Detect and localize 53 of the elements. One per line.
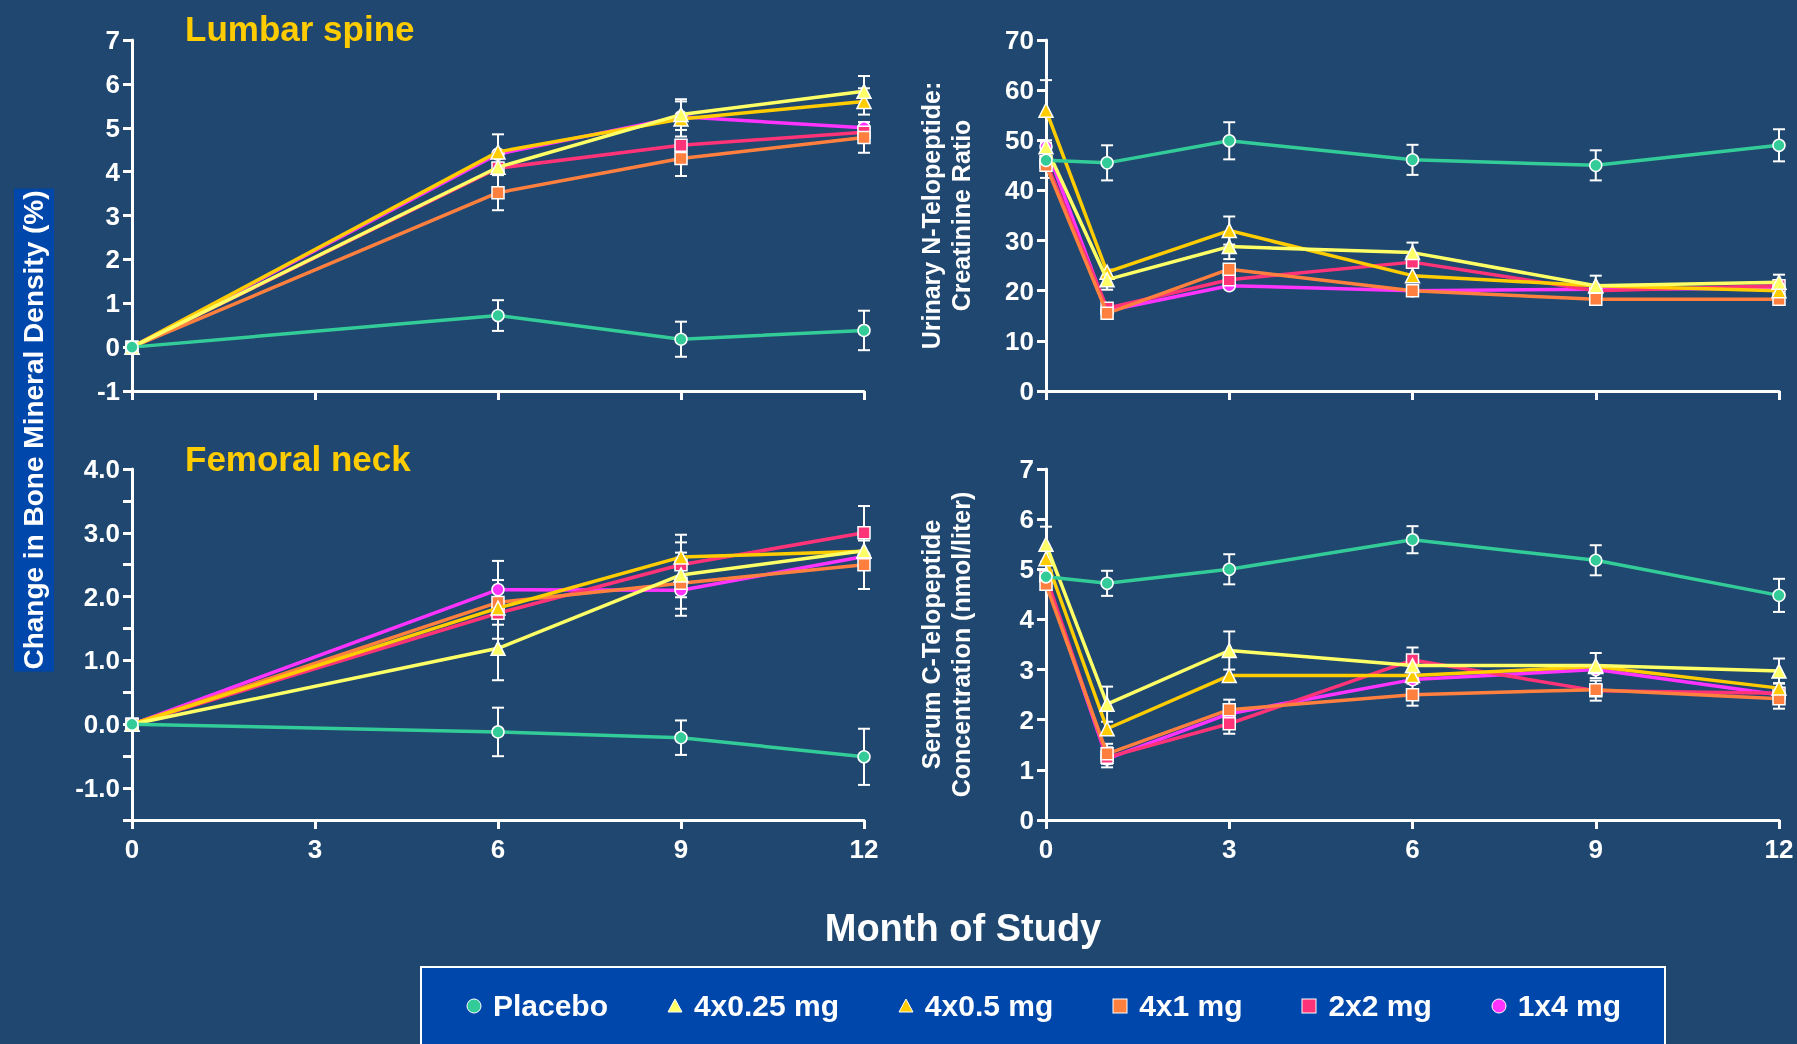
y-tick-label: 3.0 — [83, 517, 120, 548]
y-tick-label: -1 — [96, 376, 120, 406]
y-tick-label: 50 — [1005, 125, 1034, 156]
y-tick-label: 4.0 — [83, 454, 120, 484]
y-tick-label: 1.0 — [83, 645, 120, 676]
y-tick-label: 2 — [105, 244, 120, 275]
x-tick-label: 9 — [673, 834, 689, 864]
y-axis-title: Serum C-Telopeptide Concentration (nmol/liter) — [917, 491, 975, 798]
y-tick-label: 5 — [105, 112, 120, 143]
y-tick-label: 0 — [105, 332, 120, 363]
legend-label: 4x0.5 mg — [924, 989, 1054, 1023]
y-tick-label: 30 — [1005, 225, 1034, 256]
y-tick-label: 2.0 — [83, 581, 120, 612]
x-tick-label: 3 — [1222, 834, 1237, 864]
x-tick-label: 0 — [1038, 834, 1054, 864]
legend-label: 4x1 mg — [1139, 989, 1243, 1023]
y-tick-label: 70 — [1005, 25, 1034, 55]
x-tick-label: 6 — [1405, 834, 1420, 864]
y-tick-label: 7 — [1019, 454, 1034, 484]
y-axis-title: Urinary N-Telopeptide: Creatinine Ratio — [917, 81, 975, 350]
x-tick-label: 12 — [849, 834, 879, 864]
legend-label: Placebo — [492, 989, 608, 1023]
y-tick-label: 6 — [1019, 504, 1034, 535]
y-tick-label: 1 — [105, 288, 120, 319]
y-tick-label: 4 — [1019, 604, 1035, 635]
x-tick-label: 0 — [124, 834, 140, 864]
legend-label: 1x4 mg — [1517, 989, 1622, 1023]
y-tick-label: 4 — [105, 156, 121, 187]
y-tick-label: 20 — [1005, 275, 1034, 306]
y-axis-title: Change in Bone Mineral Density (%) — [14, 188, 54, 672]
y-tick-label: 3 — [105, 200, 120, 231]
y-tick-label: 0.0 — [83, 709, 120, 740]
y-tick-label: 7 — [105, 25, 120, 55]
y-tick-label: 5 — [1019, 554, 1034, 585]
y-tick-label: 1 — [1019, 754, 1034, 785]
y-tick-label: 0 — [1019, 805, 1034, 835]
chart-title: Lumbar spine — [185, 9, 415, 48]
y-tick-label: 10 — [1005, 325, 1034, 356]
chart-title: Femoral neck — [185, 439, 412, 478]
x-tick-label: 9 — [1588, 834, 1603, 864]
x-tick-label: 12 — [1764, 834, 1794, 864]
x-tick-label: 6 — [490, 834, 506, 864]
y-tick-label: 60 — [1005, 75, 1034, 106]
y-tick-label: 2 — [1019, 704, 1034, 735]
legend-label: 2x2 mg — [1328, 989, 1432, 1023]
legend-label: 4x0.25 mg — [693, 989, 839, 1023]
y-tick-label: 40 — [1005, 175, 1034, 206]
x-tick-label: 3 — [307, 834, 323, 864]
x-axis-title: Month of Study — [824, 906, 1102, 950]
y-tick-label: 3 — [1019, 654, 1034, 685]
y-tick-label: -1.0 — [75, 773, 120, 804]
y-tick-label: 0 — [1019, 376, 1034, 406]
y-tick-label: 6 — [105, 68, 120, 99]
